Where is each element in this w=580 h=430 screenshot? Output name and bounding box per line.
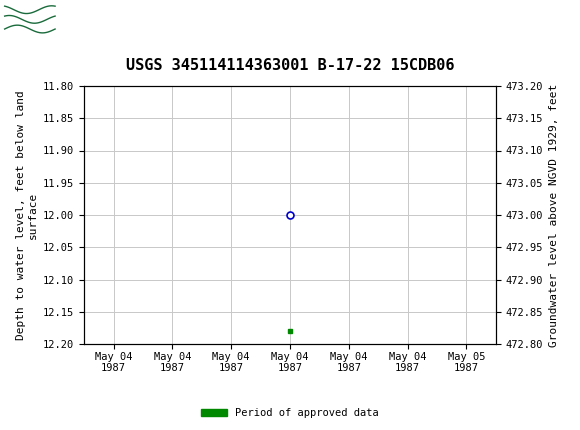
Text: USGS: USGS bbox=[64, 10, 124, 29]
Y-axis label: Groundwater level above NGVD 1929, feet: Groundwater level above NGVD 1929, feet bbox=[549, 83, 559, 347]
FancyBboxPatch shape bbox=[3, 3, 58, 36]
Text: USGS 345114114363001 B-17-22 15CDB06: USGS 345114114363001 B-17-22 15CDB06 bbox=[126, 58, 454, 73]
Y-axis label: Depth to water level, feet below land
surface: Depth to water level, feet below land su… bbox=[16, 90, 38, 340]
Legend: Period of approved data: Period of approved data bbox=[197, 404, 383, 423]
